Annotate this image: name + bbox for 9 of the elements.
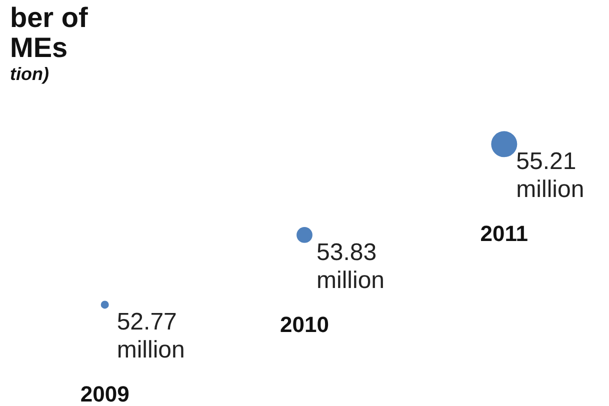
category-label: 2010 <box>280 312 329 337</box>
category-label: 2011 <box>480 221 528 246</box>
data-label: 55.21 million <box>516 148 584 204</box>
text: tion) <box>10 64 49 84</box>
data-label: 52.77 million <box>116 308 185 364</box>
text: MEs <box>10 32 68 63</box>
category-label: 2009 <box>80 382 130 406</box>
text: ber of <box>10 2 88 33</box>
data-label: 53.83 million <box>316 238 385 294</box>
